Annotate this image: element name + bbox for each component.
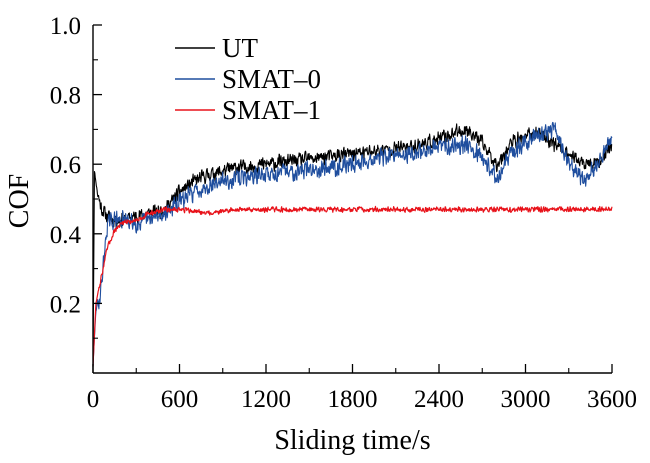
x-tick-label: 0 bbox=[87, 386, 100, 413]
x-tick-label: 1200 bbox=[241, 386, 291, 413]
legend-label-smat-1: SMAT–1 bbox=[222, 95, 321, 125]
y-tick-label: 0.2 bbox=[50, 291, 81, 318]
legend-label-ut: UT bbox=[222, 33, 258, 63]
x-tick-label: 600 bbox=[161, 386, 199, 413]
series-line-smat-0 bbox=[92, 121, 613, 367]
y-tick-label: 0.8 bbox=[50, 83, 81, 110]
y-tick-label: 0.6 bbox=[50, 152, 81, 179]
x-axis-label: Sliding time/s bbox=[274, 425, 430, 456]
series-layer bbox=[92, 121, 613, 367]
x-tick-label: 1800 bbox=[328, 386, 378, 413]
series-line-smat-1 bbox=[92, 205, 613, 367]
x-tick-label: 3600 bbox=[587, 386, 637, 413]
axes-layer: 0 600 1200 1800 2400 3000 3600 0.2 0.4 0.6 0.8 1.0 bbox=[50, 13, 637, 413]
x-tick-label: 2400 bbox=[414, 386, 464, 413]
y-tick-label: 1.0 bbox=[50, 13, 81, 40]
legend-label-smat-0: SMAT–0 bbox=[222, 64, 321, 94]
y-tick-label: 0.4 bbox=[50, 222, 82, 249]
y-axis-label: COF bbox=[4, 174, 35, 228]
x-tick-label: 3000 bbox=[501, 386, 551, 413]
